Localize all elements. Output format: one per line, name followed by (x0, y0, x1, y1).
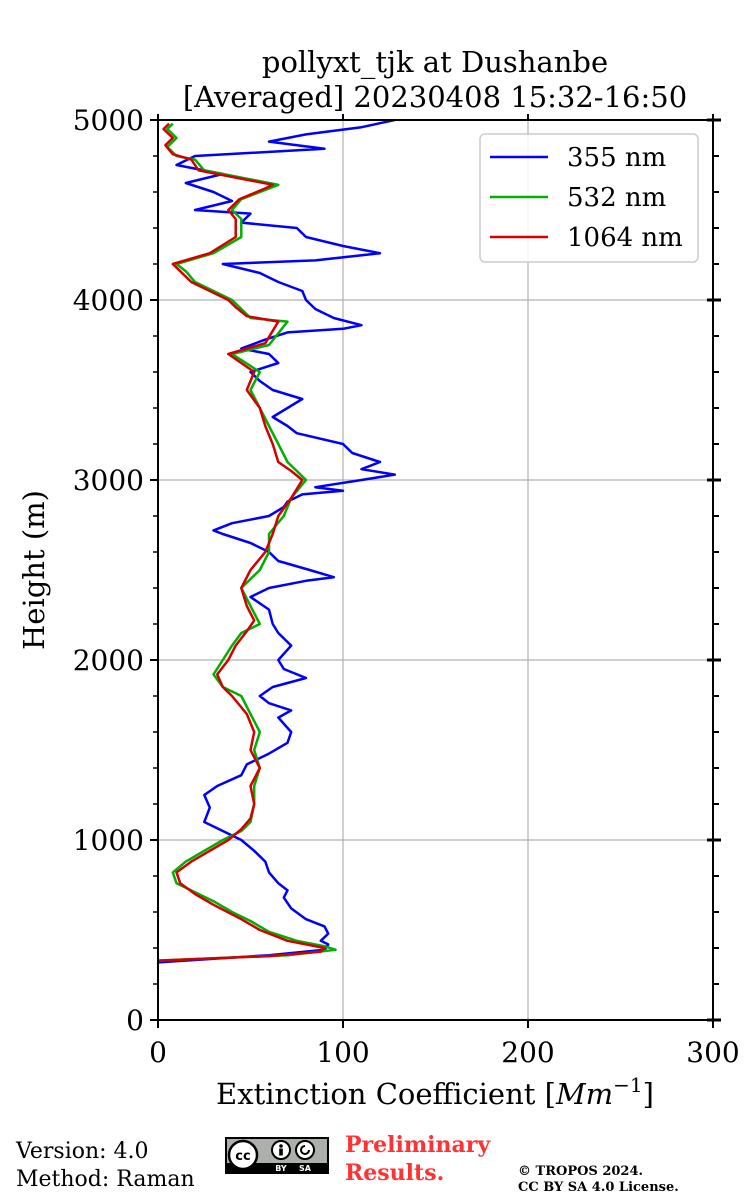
grid-lines (158, 120, 713, 1020)
preliminary-line2: Results. (345, 1160, 445, 1186)
x-tick-label: 100 (316, 1036, 369, 1069)
y-tick-label: 1000 (73, 824, 144, 857)
x-tick-label: 200 (501, 1036, 554, 1069)
chart-title-line1: pollyxt_tjk at Dushanbe (262, 45, 608, 80)
preliminary-notice: Preliminary Results. (345, 1131, 490, 1187)
copyright-line1: © TROPOS 2024. (518, 1164, 644, 1179)
y-tick-label: 4000 (73, 284, 144, 317)
y-tick-label: 0 (126, 1004, 144, 1037)
x-axis-label: Extinction Coefficient [Mm−1] (216, 1073, 654, 1111)
y-axis-label: Height (m) (17, 490, 51, 650)
legend-label-355: 355 nm (567, 143, 666, 173)
legend-label-532: 532 nm (567, 183, 666, 213)
legend-label-1064: 1064 nm (567, 223, 683, 253)
cc-logo-icon (227, 1139, 259, 1171)
series-line-1064-nm (157, 122, 326, 962)
series-line-355-nm (157, 118, 397, 964)
y-tick-label: 2000 (73, 644, 144, 677)
x-tick-label: 0 (149, 1036, 167, 1069)
legend: 355 nm 532 nm 1064 nm (479, 133, 699, 263)
chart-title-line2: [Averaged] 20230408 15:32-16:50 (183, 80, 687, 114)
svg-text:BY: BY (275, 1164, 287, 1173)
svg-text:cc: cc (235, 1149, 250, 1164)
cc-sa-icon (295, 1140, 315, 1160)
method-text: Method: Raman (16, 1167, 195, 1192)
plot-frame (157, 119, 714, 1021)
preliminary-line1: Preliminary (345, 1132, 491, 1158)
svg-text:SA: SA (299, 1164, 312, 1173)
series-lines (157, 118, 397, 964)
version-text: Version: 4.0 (16, 1139, 149, 1164)
cc-license-badge: cc BY SA (225, 1137, 329, 1174)
x-tick-label: 300 (686, 1036, 739, 1069)
copyright-notice: © TROPOS 2024. CC BY SA 4.0 License. (518, 1164, 679, 1196)
copyright-line2: CC BY SA 4.0 License. (518, 1180, 679, 1195)
y-tick-label: 5000 (73, 104, 144, 137)
y-tick-label: 3000 (73, 464, 144, 497)
version-info: Version: 4.0 Method: Raman (16, 1138, 195, 1194)
legend-box (479, 133, 699, 263)
